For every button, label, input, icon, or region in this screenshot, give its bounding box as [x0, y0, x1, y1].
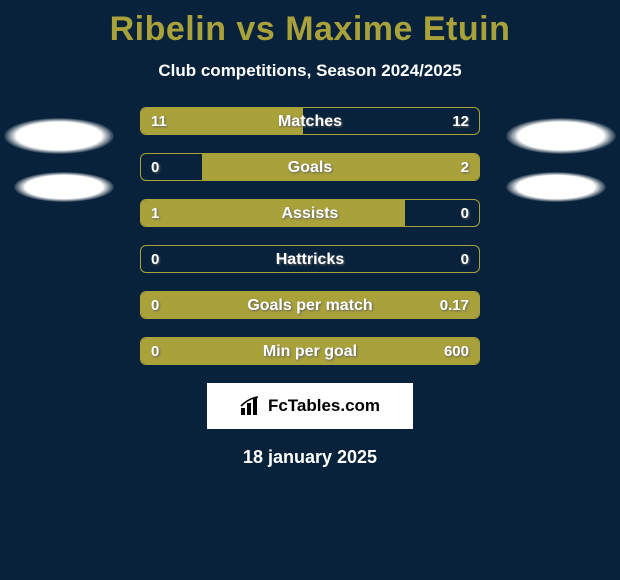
stat-row-assists: 1 Assists 0: [140, 199, 480, 227]
stat-val-right: 600: [444, 338, 469, 365]
stat-row-matches: 11 Matches 12: [140, 107, 480, 135]
stat-val-right: 0.17: [440, 292, 469, 319]
stats-area: 11 Matches 12 0 Goals 2 1 Assists 0 0 Ha…: [0, 107, 620, 365]
stat-val-right: 12: [452, 108, 469, 135]
stat-val-right: 0: [461, 246, 469, 273]
stat-row-goals: 0 Goals 2: [140, 153, 480, 181]
stat-label: Goals: [141, 154, 479, 181]
stat-val-right: 0: [461, 200, 469, 227]
player1-name: Ribelin: [110, 10, 227, 48]
bar-chart-icon: [240, 396, 262, 416]
stat-row-hattricks: 0 Hattricks 0: [140, 245, 480, 273]
stat-row-goals-per-match: 0 Goals per match 0.17: [140, 291, 480, 319]
stat-label: Goals per match: [141, 292, 479, 319]
stat-row-min-per-goal: 0 Min per goal 600: [140, 337, 480, 365]
page-title: Ribelin vs Maxime Etuin: [0, 0, 620, 49]
date-text: 18 january 2025: [0, 447, 620, 468]
logo-text: FcTables.com: [268, 396, 380, 416]
stat-val-right: 2: [461, 154, 469, 181]
stat-label: Hattricks: [141, 246, 479, 273]
player2-name: Maxime Etuin: [285, 10, 510, 48]
stat-label: Assists: [141, 200, 479, 227]
fctables-logo: FcTables.com: [207, 383, 413, 429]
subtitle: Club competitions, Season 2024/2025: [0, 61, 620, 81]
stat-label: Min per goal: [141, 338, 479, 365]
stat-label: Matches: [141, 108, 479, 135]
vs-text: vs: [236, 10, 275, 48]
